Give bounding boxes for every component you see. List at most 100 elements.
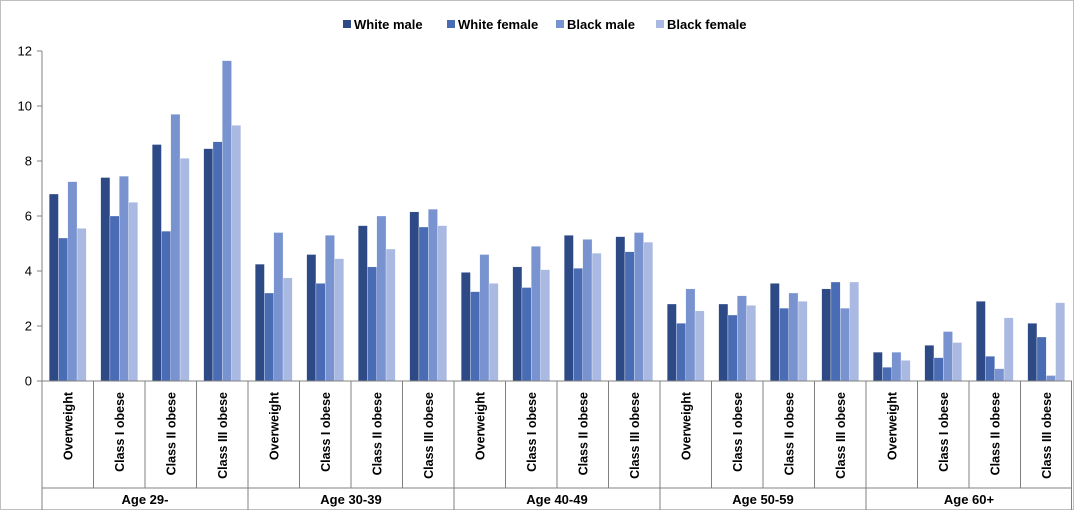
bar-4-10 <box>541 270 550 381</box>
legend: White male White female Black male Black fe… <box>343 17 747 32</box>
category-label: Overweight <box>885 391 899 460</box>
bar-4-16 <box>850 282 859 381</box>
bar-2-8 <box>419 227 428 381</box>
bar-1-5 <box>255 264 264 381</box>
category-label: Class II obese <box>782 392 796 475</box>
category-label: Class III obese <box>1040 392 1054 479</box>
category-label: Class I obese <box>525 392 539 472</box>
bar-4-6 <box>335 259 344 381</box>
category-label: Overweight <box>267 391 281 460</box>
bar-3-4 <box>222 61 231 381</box>
category-label: Class II obese <box>988 392 1002 475</box>
bar-2-18 <box>934 358 943 381</box>
bar-4-2 <box>129 202 138 381</box>
bar-4-4 <box>232 125 241 381</box>
category-label: Class III obese <box>422 392 436 479</box>
bar-2-3 <box>161 231 170 381</box>
bar-2-11 <box>573 268 582 381</box>
bar-1-17 <box>873 352 882 381</box>
bar-3-11 <box>583 239 592 381</box>
bar-1-8 <box>410 212 419 381</box>
group-label: Age 40-49 <box>526 492 587 507</box>
bar-3-12 <box>634 233 643 382</box>
bar-2-14 <box>728 315 737 381</box>
bar-1-6 <box>307 255 316 382</box>
bar-4-17 <box>901 360 910 381</box>
bar-4-11 <box>592 253 601 381</box>
bar-1-2 <box>101 178 110 382</box>
bar-1-7 <box>358 226 367 381</box>
legend-label-3: Black male <box>567 17 635 32</box>
y-tick-label: 0 <box>25 374 32 389</box>
category-label: Class III obese <box>834 392 848 479</box>
category-label: Class I obese <box>319 392 333 472</box>
bar-1-12 <box>616 237 625 381</box>
y-tick-label: 10 <box>18 99 32 114</box>
bar-3-14 <box>737 296 746 381</box>
bar-1-15 <box>770 283 779 381</box>
group-label: Age 29- <box>122 492 169 507</box>
x-axis: Overweight Class I obese Class II obese Cla… <box>42 381 1072 510</box>
bar-2-16 <box>831 282 840 381</box>
bar-4-7 <box>386 249 395 381</box>
bar-2-17 <box>882 367 891 381</box>
category-label: Class II obese <box>164 392 178 475</box>
legend-swatch-4 <box>656 20 664 28</box>
bar-3-7 <box>377 216 386 381</box>
bar-2-13 <box>676 323 685 381</box>
bar-3-15 <box>789 293 798 381</box>
bar-4-19 <box>1004 318 1013 381</box>
category-label: Class III obese <box>628 392 642 479</box>
bar-2-7 <box>367 267 376 381</box>
group-label: Age 30-39 <box>320 492 381 507</box>
bar-1-4 <box>204 149 213 381</box>
bar-2-19 <box>985 356 994 381</box>
category-label: Class I obese <box>113 392 127 472</box>
bar-4-8 <box>438 226 447 381</box>
bar-4-15 <box>798 301 807 381</box>
category-label: Overweight <box>473 391 487 460</box>
bar-1-1 <box>49 194 58 381</box>
bar-4-18 <box>953 343 962 382</box>
legend-swatch-2 <box>447 20 455 28</box>
bar-1-19 <box>976 301 985 381</box>
bar-1-9 <box>461 272 470 381</box>
legend-label-2: White female <box>458 17 538 32</box>
bar-2-2 <box>110 216 119 381</box>
bar-3-16 <box>840 308 849 381</box>
bar-3-10 <box>531 246 540 381</box>
y-tick-label: 12 <box>18 44 32 59</box>
legend-swatch-1 <box>343 20 351 28</box>
bar-2-6 <box>316 283 325 381</box>
bar-2-15 <box>779 308 788 381</box>
category-label: Class I obese <box>731 392 745 472</box>
category-label: Class II obese <box>576 392 590 475</box>
category-label: Class I obese <box>937 392 951 472</box>
bar-4-12 <box>644 242 653 381</box>
bar-3-13 <box>686 289 695 381</box>
bar-1-3 <box>152 145 161 382</box>
y-axis: 0 2 4 6 8 10 12 <box>18 44 42 389</box>
bar-1-18 <box>925 345 934 381</box>
bar-4-3 <box>180 158 189 381</box>
bar-3-3 <box>171 114 180 381</box>
legend-label-1: White male <box>354 17 423 32</box>
bar-3-19 <box>995 369 1004 381</box>
bar-4-13 <box>695 311 704 381</box>
bar-1-20 <box>1028 323 1037 381</box>
bar-2-1 <box>58 238 67 381</box>
bar-3-5 <box>274 233 283 382</box>
y-tick-label: 6 <box>25 209 32 224</box>
bar-1-10 <box>513 267 522 381</box>
bar-3-6 <box>325 235 334 381</box>
y-tick-label: 8 <box>25 154 32 169</box>
bar-3-1 <box>68 182 77 381</box>
legend-label-4: Black female <box>667 17 747 32</box>
bar-2-9 <box>470 292 479 381</box>
bar-3-17 <box>892 352 901 381</box>
bar-3-9 <box>480 255 489 382</box>
bar-4-5 <box>283 278 292 381</box>
bar-4-1 <box>77 228 86 381</box>
bar-2-12 <box>625 252 634 381</box>
